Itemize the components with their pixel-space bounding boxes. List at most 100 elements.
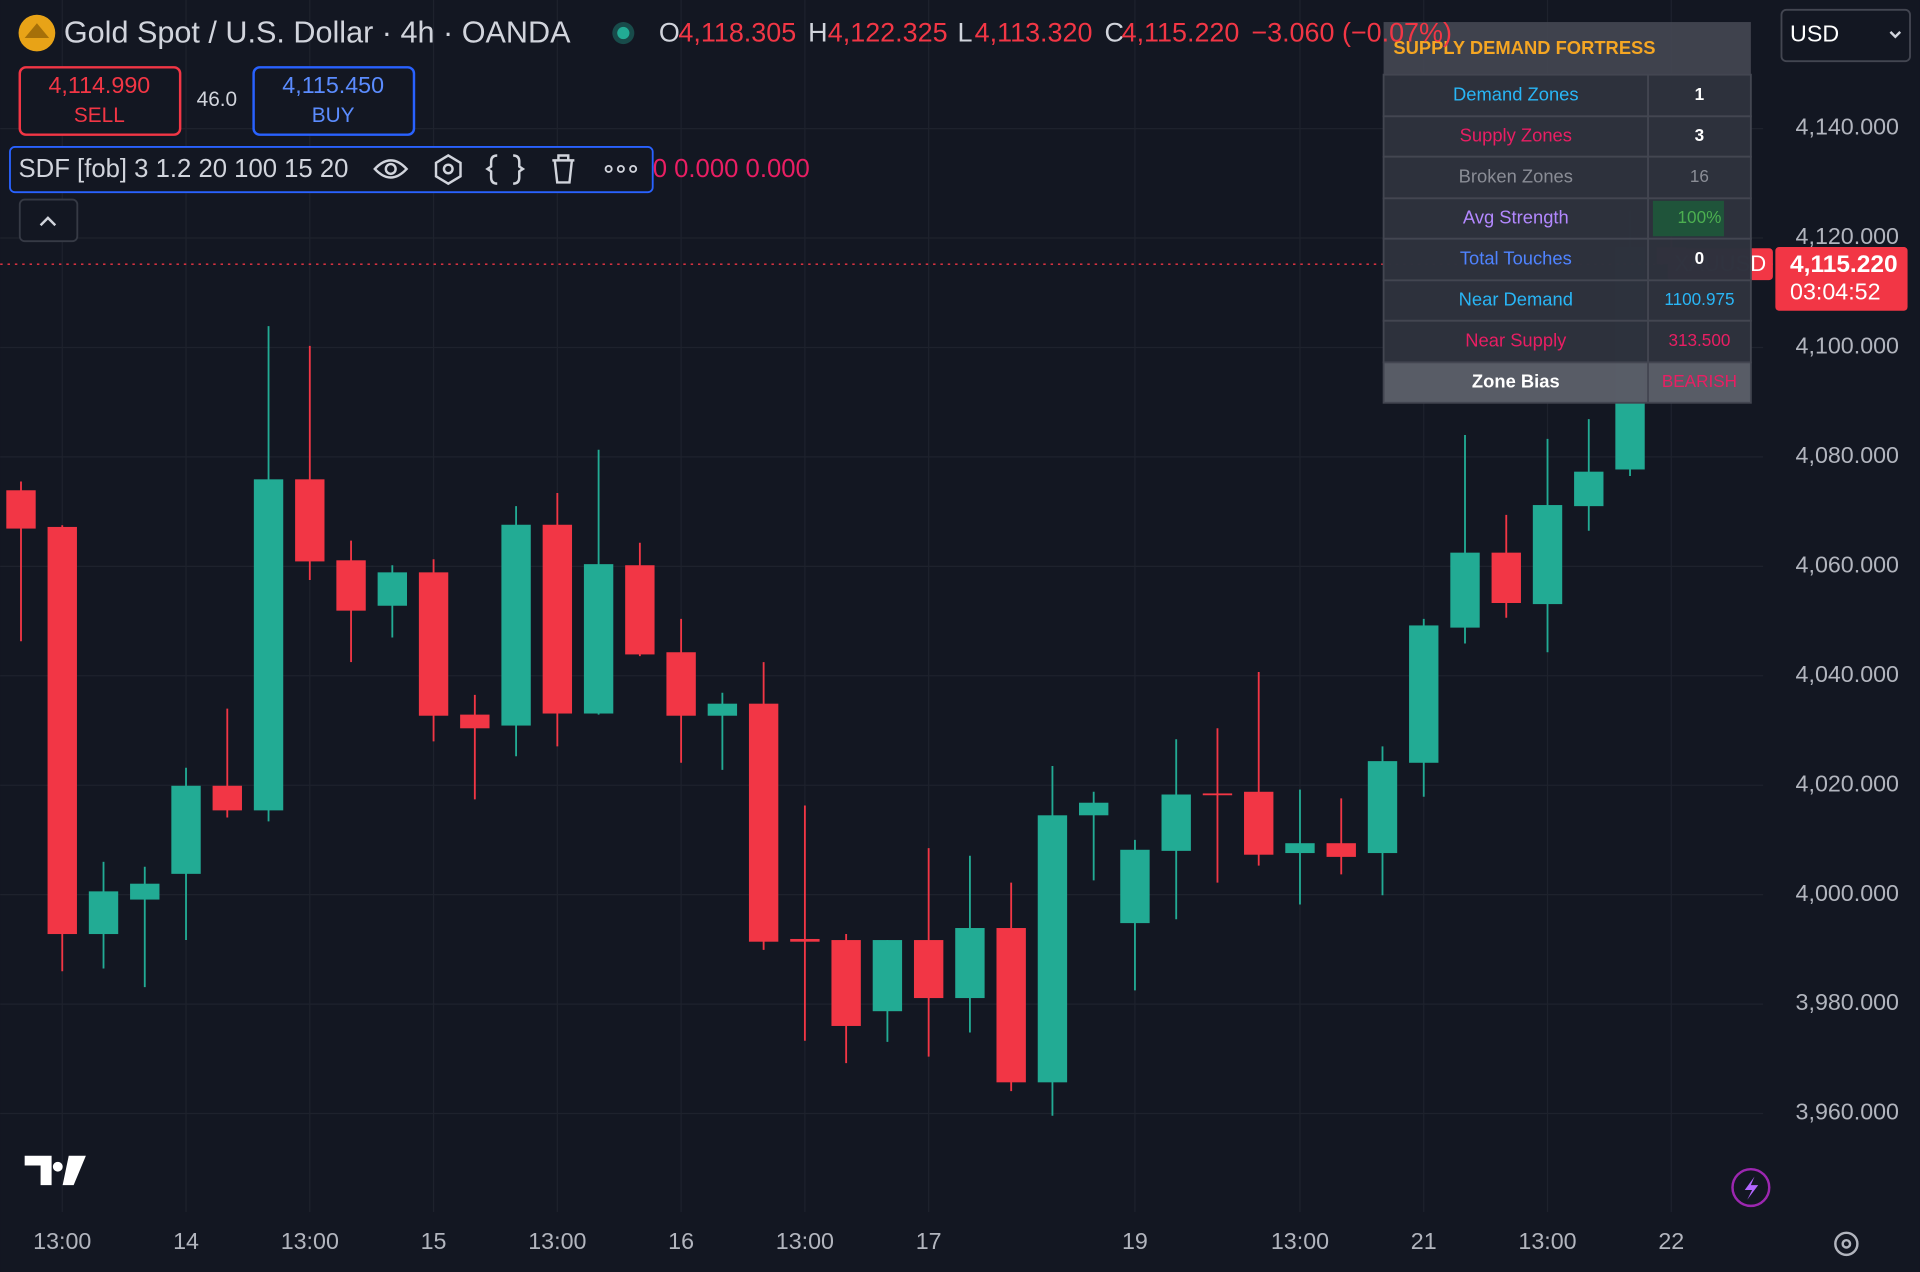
strength-cell <box>1652 200 1724 237</box>
currency-selector[interactable] <box>1780 8 1911 63</box>
candle-body <box>625 565 655 655</box>
candle-body <box>1450 552 1480 628</box>
table-row <box>1382 319 1752 364</box>
candle-body <box>1532 505 1563 605</box>
candle-body <box>790 938 820 942</box>
table-value: 3 <box>1695 125 1705 145</box>
candle-body <box>171 785 201 874</box>
table-label: Total Touches <box>1460 247 1572 268</box>
y-tick-label: 3,980.000 <box>1796 989 1900 1015</box>
delete-icon[interactable] <box>552 154 575 184</box>
candle-body <box>88 891 119 935</box>
more-icon-dot <box>629 164 638 173</box>
settings-gear[interactable] <box>1834 1231 1859 1257</box>
candle-body <box>377 572 408 606</box>
table-label: Broken Zones <box>1459 165 1573 186</box>
table-row <box>1382 237 1752 282</box>
more-icon-dot <box>616 164 625 173</box>
buy-label: BUY <box>312 104 355 127</box>
candle-body <box>1244 791 1274 855</box>
candle-body <box>212 785 242 811</box>
currency-text: USD <box>1790 21 1839 47</box>
table-label: Zone Bias <box>1472 370 1560 391</box>
table-row <box>1382 73 1752 118</box>
table-label: Near Demand <box>1459 288 1573 309</box>
x-tick-label: 19 <box>1122 1228 1148 1254</box>
sell-label: SELL <box>74 104 125 127</box>
table-label: Near Supply <box>1465 329 1567 350</box>
ohlc-value: 4,113.320 <box>975 17 1093 47</box>
x-tick-label: 14 <box>173 1228 199 1254</box>
x-tick-label: 13:00 <box>528 1228 586 1254</box>
more-icon-dot <box>604 164 613 173</box>
collapse-button[interactable] <box>18 198 79 243</box>
candle-body <box>130 883 160 900</box>
settings-icon[interactable] <box>434 154 462 186</box>
eye-pupil <box>384 162 397 176</box>
candle-body <box>666 652 696 716</box>
ohlc-value: 4,118.305 <box>678 17 796 47</box>
y-tick-label: 4,040.000 <box>1796 661 1900 687</box>
price-label-text: 4,115.220 <box>1790 251 1898 278</box>
price-label <box>1775 247 1908 311</box>
candle-body <box>996 928 1026 1083</box>
indicator-values: 0 0.000 0.000 <box>653 155 810 183</box>
y-tick-label: 4,120.000 <box>1796 223 1900 249</box>
table-value: 1100.975 <box>1664 289 1734 309</box>
x-tick-label: 13:00 <box>33 1228 91 1254</box>
candle-body <box>253 479 284 811</box>
candle-body <box>295 479 325 562</box>
symbol-title: Gold Spot / U.S. Dollar · 4h · OANDA <box>64 15 571 49</box>
settings-gear-center <box>1841 1238 1852 1249</box>
candle-body <box>1120 849 1150 924</box>
candle-body <box>542 524 573 714</box>
ohlc-value: 4,122.325 <box>828 17 948 47</box>
table-value: 1 <box>1695 84 1705 104</box>
y-tick-label: 4,080.000 <box>1796 442 1900 468</box>
table-value: BEARISH <box>1662 371 1737 391</box>
table-value: 0 <box>1695 248 1705 268</box>
source-icon[interactable] <box>485 154 526 185</box>
x-tick-label: 13:00 <box>776 1228 834 1254</box>
candle-body <box>1409 625 1439 763</box>
indicator-name: SDF [fob] 3 1.2 20 100 15 20 <box>19 155 349 183</box>
collapse-chevron <box>39 216 57 227</box>
table-label: Demand Zones <box>1453 83 1579 104</box>
ohlc-key: H <box>808 17 827 47</box>
sell-price: 4,114.990 <box>48 72 150 98</box>
buy-button[interactable] <box>252 66 416 136</box>
candle-body <box>336 560 366 611</box>
candle-body <box>913 940 944 999</box>
table-row <box>1382 361 1752 404</box>
x-tick-label: 15 <box>421 1228 447 1254</box>
ohlc-key: L <box>958 17 973 47</box>
candle-body <box>707 703 738 716</box>
y-tick-label: 4,060.000 <box>1796 551 1900 577</box>
x-tick-label: 16 <box>668 1228 694 1254</box>
ohlc-key: C <box>1104 17 1123 47</box>
table-label: Supply Zones <box>1460 124 1572 145</box>
candle-body <box>1037 815 1068 1083</box>
candle-body <box>460 714 490 729</box>
candle-body <box>418 572 449 716</box>
table-value: 100% <box>1678 207 1722 227</box>
candle-body <box>501 524 531 726</box>
candle-body <box>872 940 903 1012</box>
lightning-button[interactable] <box>1731 1167 1771 1208</box>
candle-body <box>1491 552 1521 603</box>
countdown-text: 03:04:52 <box>1790 279 1881 305</box>
tv-logo <box>24 1155 86 1186</box>
eye-icon[interactable] <box>373 159 409 179</box>
market-status-dot <box>617 26 630 40</box>
symbol-icon-glyph <box>24 23 50 38</box>
table-value: 16 <box>1690 166 1709 186</box>
x-tick-label: 13:00 <box>1518 1228 1576 1254</box>
x-tick-label: 17 <box>916 1228 942 1254</box>
table-value: 313.500 <box>1668 330 1730 350</box>
sell-button[interactable] <box>18 66 182 136</box>
candle-body <box>1202 793 1233 796</box>
candle-body <box>47 526 77 935</box>
currency-chevron <box>1889 30 1902 39</box>
candle-body <box>831 940 861 1026</box>
y-tick-label: 3,960.000 <box>1796 1099 1900 1125</box>
